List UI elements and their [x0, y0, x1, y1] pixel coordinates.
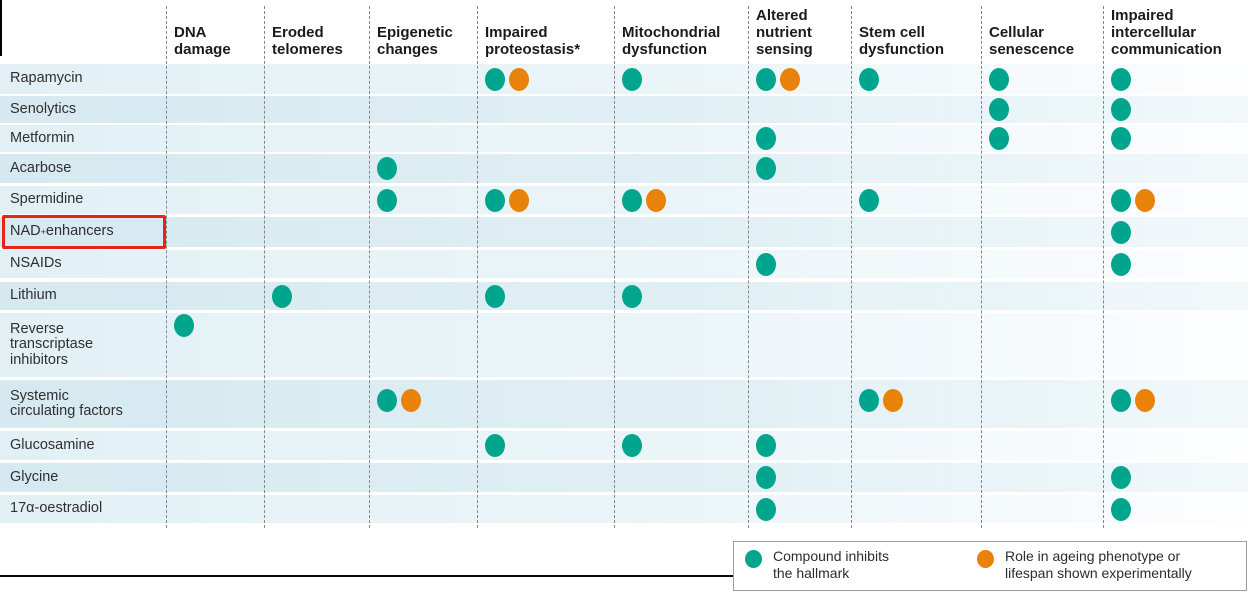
column-separator — [851, 6, 852, 528]
row-label: Systemic circulating factors — [10, 387, 123, 419]
column-separator — [264, 6, 265, 528]
table-row: Reverse transcriptase inhibitors — [0, 313, 1248, 377]
inhibits-dot — [622, 434, 642, 457]
inhibits-dot — [1111, 67, 1131, 91]
inhibits-dot — [1111, 497, 1131, 521]
inhibits-dot — [1111, 388, 1131, 412]
column-header-eroded-telomeres: Eroded telomeres — [272, 24, 343, 58]
table-row: Systemic circulating factors — [0, 380, 1248, 428]
experimental-dot — [1135, 188, 1155, 212]
column-header-mitochondrial-dysfunction: Mitochondrial dysfunction — [622, 24, 721, 58]
inhibits-dot — [377, 388, 397, 412]
experimental-dot — [1135, 388, 1155, 412]
column-separator — [614, 6, 615, 528]
row-label: Glucosamine — [10, 436, 95, 453]
inhibits-dot — [1111, 466, 1131, 489]
table-row: NSAIDs — [0, 250, 1248, 278]
legend-label: Role in ageing phenotype or lifespan sho… — [1005, 548, 1192, 581]
inhibits-dot — [622, 188, 642, 212]
inhibits-dot — [1111, 252, 1131, 276]
inhibits-dot — [859, 67, 879, 91]
experimental-dot — [780, 67, 800, 91]
table-row: 17α-oestradiol — [0, 495, 1248, 523]
inhibits-dot — [622, 284, 642, 308]
column-header-epigenetic-changes: Epigenetic changes — [377, 24, 453, 58]
column-separator — [166, 6, 167, 528]
column-header-altered-nutrient-sensing: Altered nutrient sensing — [756, 7, 813, 58]
row-label: Lithium — [10, 287, 57, 304]
table-row: Senolytics — [0, 96, 1248, 123]
column-separator — [748, 6, 749, 528]
row-label: Spermidine — [10, 191, 84, 208]
experimental-dot — [646, 188, 666, 212]
legend-box: Compound inhibits the hallmark Role in ag… — [733, 541, 1247, 591]
inhibits-dot — [1111, 127, 1131, 150]
row-label: Rapamycin — [10, 70, 83, 87]
experimental-dot — [401, 388, 421, 412]
inhibits-dot — [989, 98, 1009, 121]
inhibits-dot — [485, 284, 505, 308]
table-row: Glycine — [0, 463, 1248, 492]
inhibits-dot — [756, 67, 776, 91]
inhibits-dot — [1111, 98, 1131, 121]
inhibits-dot — [756, 127, 776, 150]
inhibits-dot — [756, 252, 776, 276]
inhibits-dot — [859, 388, 879, 412]
inhibits-dot — [989, 127, 1009, 150]
inhibits-dot — [756, 434, 776, 457]
row-label: Metformin — [10, 129, 75, 146]
inhibits-dot — [1111, 188, 1131, 212]
inhibits-dot — [1111, 220, 1131, 244]
inhibits-dot — [174, 313, 194, 337]
row-label: Reverse transcriptase inhibitors — [10, 320, 94, 368]
column-header-impaired-proteostasis: Impaired proteostasis* — [485, 24, 581, 58]
inhibits-dot — [377, 188, 397, 212]
figure-bottom-rule — [0, 575, 733, 577]
column-header-dna-damage: DNA damage — [174, 24, 231, 58]
inhibits-dot — [622, 67, 642, 91]
highlight-box — [2, 215, 166, 249]
row-label: Acarbose — [10, 159, 72, 176]
inhibits-dot — [485, 188, 505, 212]
figure-left-border — [0, 0, 2, 56]
row-label: NAD + enhancers — [10, 223, 114, 240]
legend-orange-dot — [977, 550, 994, 568]
inhibits-dot — [485, 67, 505, 91]
inhibits-dot — [485, 434, 505, 457]
row-label: NSAIDs — [10, 255, 62, 272]
experimental-dot — [509, 67, 529, 91]
inhibits-dot — [377, 157, 397, 180]
column-header-impaired-intercellular-communication: Impaired intercellular communication — [1111, 7, 1222, 58]
column-separator — [981, 6, 982, 528]
row-label: Glycine — [10, 468, 59, 485]
legend-teal-dot — [745, 550, 762, 568]
table-row: Acarbose — [0, 154, 1248, 183]
column-separator — [1103, 6, 1104, 528]
inhibits-dot — [989, 67, 1009, 91]
column-separator — [369, 6, 370, 528]
inhibits-dot — [272, 284, 292, 308]
experimental-dot — [509, 188, 529, 212]
inhibits-dot — [756, 466, 776, 489]
column-separator — [477, 6, 478, 528]
row-label: Senolytics — [10, 100, 77, 117]
inhibits-dot — [756, 157, 776, 180]
table-row: Metformin — [0, 125, 1248, 152]
legend-label: Compound inhibits the hallmark — [773, 548, 889, 581]
row-label: 17α-oestradiol — [10, 500, 103, 517]
table-row: NAD + enhancers — [0, 217, 1248, 247]
inhibits-dot — [859, 188, 879, 212]
column-header-stem-cell-dysfunction: Stem cell dysfunction — [859, 24, 944, 58]
inhibits-dot — [756, 497, 776, 521]
column-header-cellular-senescence: Cellular senescence — [989, 24, 1075, 58]
experimental-dot — [883, 388, 903, 412]
